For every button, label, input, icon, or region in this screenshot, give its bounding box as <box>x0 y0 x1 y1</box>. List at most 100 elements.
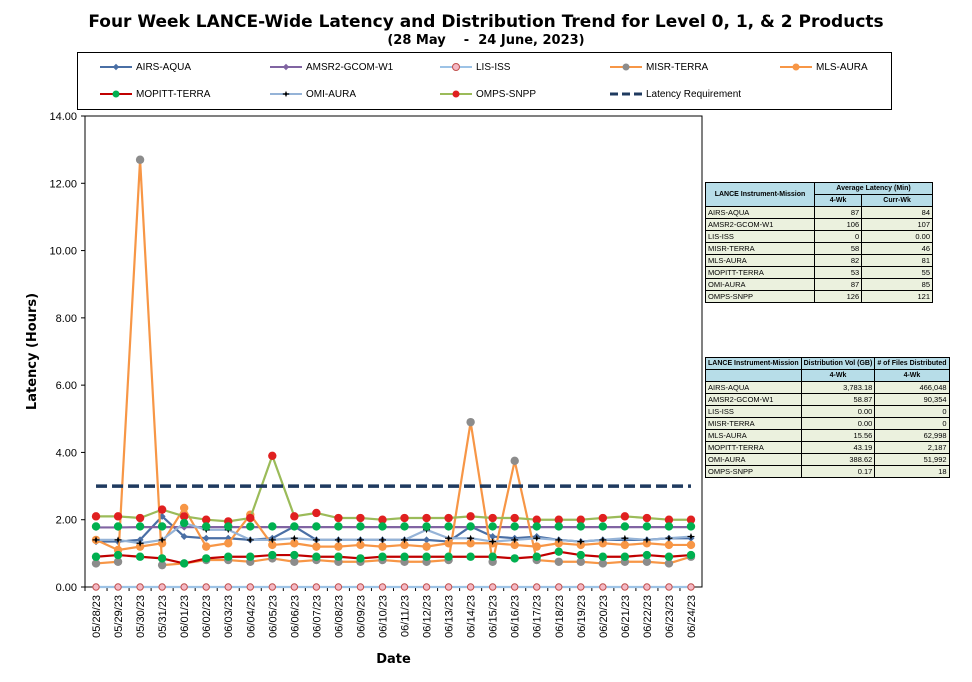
data-point <box>686 550 696 560</box>
data-point <box>135 513 145 523</box>
data-point <box>422 552 431 561</box>
latency-table-cell-v2: 84 <box>861 206 933 219</box>
data-point <box>400 552 409 561</box>
latency-table-cell-v2: 107 <box>861 218 933 231</box>
data-point <box>224 552 233 561</box>
data-point <box>268 451 277 460</box>
distribution-table-row: AIRS-AQUA 3,783.18 466,048 <box>705 381 950 394</box>
x-tick-label: 05/30/23 <box>135 595 147 638</box>
x-tick-label: 06/24/23 <box>686 595 698 638</box>
data-point <box>422 513 431 523</box>
data-point <box>113 522 123 531</box>
legend-swatch-icon <box>610 63 642 71</box>
data-point <box>576 515 586 524</box>
data-point <box>356 583 365 591</box>
distribution-table-cell-v1: 58.87 <box>800 393 876 406</box>
legend-item: MOPITT-TERRA <box>98 86 210 102</box>
y-tick-label: 10.00 <box>49 246 77 258</box>
data-point <box>290 557 299 566</box>
distribution-table-cell-v2: 2,187 <box>874 441 950 454</box>
x-tick-label: 06/14/23 <box>466 595 478 638</box>
latency-table-header-group: Average Latency (Min) <box>814 182 933 195</box>
legend-swatch-icon <box>780 63 812 71</box>
legend-label: Latency Requirement <box>646 88 742 100</box>
x-tick-label: 06/22/23 <box>642 595 654 638</box>
y-tick-label: 14.00 <box>49 111 77 123</box>
data-point <box>356 554 365 563</box>
data-point <box>687 583 695 591</box>
latency-table-cell-v2: 0.00 <box>861 230 933 243</box>
latency-table-subheader: 4-Wk <box>813 194 863 207</box>
chart-title: Four Week LANCE-Wide Latency and Distrib… <box>88 12 884 32</box>
data-point <box>268 550 277 560</box>
data-point <box>576 557 586 566</box>
distribution-table-cell-v1: 3,783.18 <box>800 381 876 394</box>
data-point <box>466 512 475 521</box>
distribution-table-header-volume: Distribution Vol (GB) <box>800 357 876 370</box>
data-point <box>180 533 188 541</box>
data-point <box>488 583 497 591</box>
x-tick-label: 06/21/23 <box>620 595 632 638</box>
distribution-table-subheader: 4-Wk <box>800 369 876 382</box>
distribution-table-cell-v2: 466,048 <box>874 381 950 394</box>
data-point <box>686 540 696 550</box>
data-point <box>664 522 674 531</box>
data-point <box>576 550 586 560</box>
data-point <box>444 522 453 531</box>
latency-table-cell-v1: 82 <box>813 254 863 267</box>
distribution-table-cell-v2: 90,354 <box>874 393 950 406</box>
data-point <box>224 583 232 591</box>
data-point <box>400 513 409 523</box>
data-point <box>135 552 145 561</box>
data-point <box>91 552 101 561</box>
latency-table-cell-v2: 121 <box>861 290 933 303</box>
data-point <box>202 583 210 591</box>
latency-table-row: AIRS-AQUA 87 84 <box>705 206 933 219</box>
distribution-table-cell-v2: 18 <box>874 465 950 478</box>
x-tick-label: 06/10/23 <box>377 595 389 638</box>
legend-swatch-marker <box>112 90 120 98</box>
distribution-table-header-files: # of Files Distributed <box>874 357 950 370</box>
data-point <box>334 552 343 561</box>
latency-table-row: MOPITT-TERRA 53 55 <box>705 266 933 279</box>
latency-table-cell-v1: 87 <box>813 206 863 219</box>
legend-swatch-marker <box>792 63 800 71</box>
data-point <box>400 583 409 591</box>
latency-table-cell-name: LIS-ISS <box>705 230 815 243</box>
data-point <box>312 542 321 551</box>
series-omps-snpp <box>91 451 696 526</box>
data-point <box>91 522 101 531</box>
data-point <box>179 559 189 568</box>
data-point <box>686 515 696 524</box>
x-tick-label: 06/12/23 <box>422 595 434 638</box>
data-point <box>510 554 519 563</box>
data-point <box>356 522 365 531</box>
latency-table-cell-v2: 55 <box>861 266 933 279</box>
data-point <box>554 515 563 524</box>
y-tick-label: 2.00 <box>56 515 77 527</box>
legend-swatch-icon <box>440 90 472 98</box>
data-point <box>378 542 387 551</box>
data-point <box>312 522 321 531</box>
x-tick-label: 06/17/23 <box>532 595 544 638</box>
data-point <box>157 522 167 531</box>
x-tick-label: 05/29/23 <box>113 595 125 638</box>
legend-swatch-marker <box>452 63 460 71</box>
data-point <box>664 559 674 568</box>
data-point <box>554 522 563 531</box>
data-point <box>576 522 586 531</box>
x-tick-label: 06/06/23 <box>289 595 301 638</box>
data-point <box>488 552 497 561</box>
data-point <box>466 522 475 531</box>
data-point <box>179 503 189 513</box>
data-point <box>157 560 167 570</box>
x-tick-label: 06/19/23 <box>576 595 588 638</box>
data-point <box>201 522 211 531</box>
data-point <box>577 583 585 591</box>
distribution-table-cell-v1: 0.00 <box>800 417 876 430</box>
data-point <box>642 550 652 560</box>
distribution-table-cell-name: OMI-AURA <box>705 453 802 466</box>
distribution-table-row: LIS-ISS 0.00 0 <box>705 405 950 418</box>
data-point <box>135 522 145 531</box>
